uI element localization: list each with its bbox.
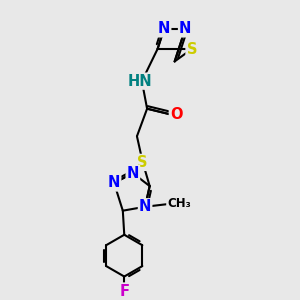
Text: S: S [187, 41, 197, 56]
Text: N: N [108, 176, 120, 190]
Text: N: N [127, 166, 139, 181]
Text: N: N [139, 199, 151, 214]
Text: S: S [137, 155, 148, 170]
Text: F: F [119, 284, 129, 298]
Text: N: N [179, 21, 191, 36]
Text: CH₃: CH₃ [167, 197, 191, 210]
Text: HN: HN [127, 74, 152, 88]
Text: O: O [170, 107, 182, 122]
Text: N: N [158, 21, 170, 36]
